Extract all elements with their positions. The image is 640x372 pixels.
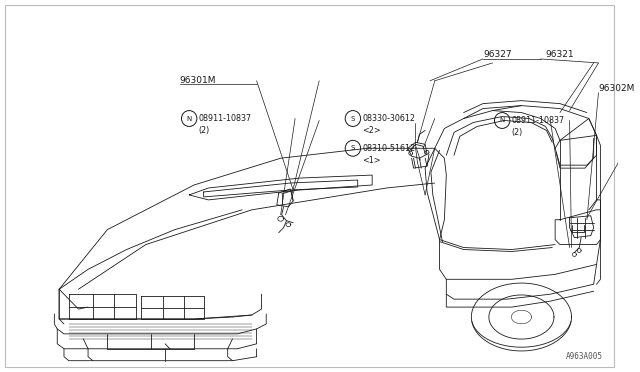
- Text: (2): (2): [199, 126, 210, 135]
- Text: (2): (2): [512, 128, 523, 137]
- Text: 08330-30612: 08330-30612: [362, 114, 415, 123]
- Text: S: S: [351, 116, 355, 122]
- Text: 08911-10837: 08911-10837: [199, 114, 252, 123]
- Text: N: N: [500, 118, 505, 124]
- Text: S: S: [351, 145, 355, 151]
- Text: 08911-10837: 08911-10837: [512, 116, 565, 125]
- Text: N: N: [186, 116, 192, 122]
- Text: A963A005: A963A005: [566, 352, 604, 361]
- Text: 08310-51612: 08310-51612: [362, 144, 415, 153]
- Text: 96321: 96321: [545, 51, 574, 60]
- Text: 96301M: 96301M: [180, 76, 216, 85]
- Text: <1>: <1>: [362, 156, 381, 165]
- Text: <2>: <2>: [362, 126, 381, 135]
- Text: 96327: 96327: [483, 51, 511, 60]
- Text: 96302M: 96302M: [598, 84, 635, 93]
